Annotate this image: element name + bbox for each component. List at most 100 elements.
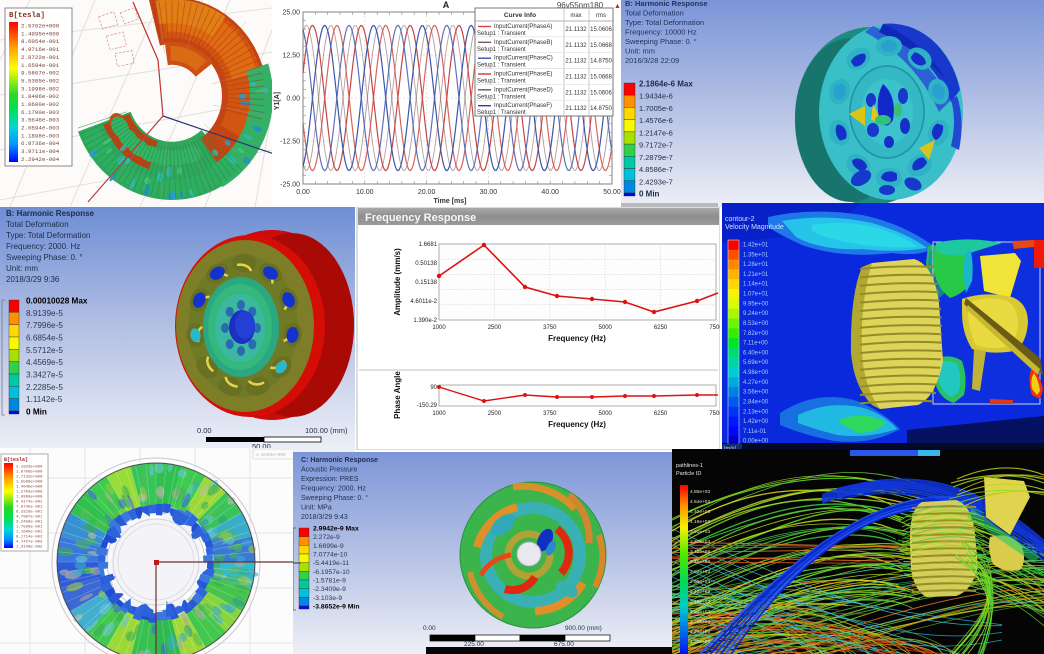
svg-text:1.94e+03: 1.94e+03 (690, 609, 710, 615)
svg-text:0 Min: 0 Min (26, 408, 47, 417)
svg-text:0.50138: 0.50138 (415, 261, 437, 267)
svg-text:Frequency (Hz): Frequency (Hz) (548, 420, 606, 429)
svg-text:InputCurrent(PhaseF): InputCurrent(PhaseF) (494, 103, 552, 109)
svg-text:Setup1 : Transient: Setup1 : Transient (477, 94, 526, 100)
svg-text:0.15138: 0.15138 (415, 280, 437, 286)
svg-text:14.8750: 14.8750 (590, 59, 612, 65)
svg-text:15.0606: 15.0606 (590, 27, 612, 33)
svg-text:Acoustic Pressure: Acoustic Pressure (301, 467, 358, 474)
svg-text:4.64e+03: 4.64e+03 (690, 499, 710, 505)
svg-text:3.5646e-003: 3.5646e-003 (21, 117, 60, 124)
svg-text:2.4293e-7: 2.4293e-7 (639, 177, 673, 186)
svg-text:0.00: 0.00 (197, 426, 212, 435)
svg-text:4.27e+00: 4.27e+00 (743, 380, 769, 386)
svg-text:Unit: mm: Unit: mm (6, 264, 38, 273)
svg-text:1.1600e-001: 1.1600e-001 (16, 531, 43, 535)
svg-text:5000: 5000 (599, 411, 613, 417)
svg-text:0.00010028 Max: 0.00010028 Max (26, 297, 88, 306)
svg-text:0 Min: 0 Min (639, 190, 660, 199)
svg-text:25.00: 25.00 (282, 10, 300, 17)
svg-text:2.2942e-004: 2.2942e-004 (21, 156, 60, 163)
svg-text:B: Harmonic Response: B: Harmonic Response (625, 0, 708, 8)
svg-text:7.7996e-5: 7.7996e-5 (26, 321, 63, 330)
svg-text:100.00 (mm): 100.00 (mm) (305, 426, 348, 435)
svg-text:▲: ▲ (614, 3, 621, 10)
svg-text:1.2703e+000: 1.2703e+000 (16, 491, 43, 495)
svg-text:B: Harmonic Response: B: Harmonic Response (6, 209, 95, 218)
svg-text:1.35e+01: 1.35e+01 (743, 252, 769, 258)
svg-text:9.7172e-7: 9.7172e-7 (639, 141, 673, 150)
svg-text:1000: 1000 (432, 325, 446, 331)
svg-text:90: 90 (430, 385, 437, 391)
svg-text:1.14e+01: 1.14e+01 (743, 282, 769, 288)
svg-text:1.4995e+000: 1.4995e+000 (21, 30, 60, 37)
svg-text:InputCurrent(PhaseE): InputCurrent(PhaseE) (494, 72, 552, 78)
svg-text:3750: 3750 (543, 325, 557, 331)
svg-text:30.00: 30.00 (480, 189, 498, 196)
svg-text:7500: 7500 (709, 411, 720, 417)
svg-text:9.5867e-002: 9.5867e-002 (21, 70, 60, 77)
svg-text:B[tesla]: B[tesla] (4, 457, 28, 463)
svg-text:2018/3/29 9:43: 2018/3/29 9:43 (301, 514, 348, 521)
svg-text:Type: Total Deformation: Type: Total Deformation (6, 231, 90, 240)
svg-text:12.50: 12.50 (282, 53, 300, 60)
svg-text:9.24e+00: 9.24e+00 (743, 311, 769, 317)
svg-text:0.00: 0.00 (423, 625, 436, 632)
svg-text:8.9139e-5: 8.9139e-5 (26, 309, 63, 318)
svg-text:1.5589e+000: 1.5589e+000 (16, 481, 43, 485)
svg-text:5.69e+00: 5.69e+00 (743, 360, 769, 366)
svg-text:6250: 6250 (654, 325, 668, 331)
svg-text:Setup1 : Transient: Setup1 : Transient (477, 63, 526, 69)
svg-text:0.00e+00: 0.00e+00 (743, 439, 769, 445)
svg-text:Y1[A]: Y1[A] (274, 92, 281, 110)
svg-text:96v55nm180: 96v55nm180 (557, 1, 604, 10)
svg-text:6.3316e-001: 6.3316e-001 (16, 511, 43, 515)
svg-text:-12.50: -12.50 (280, 139, 300, 146)
svg-text:21.1132: 21.1132 (565, 75, 587, 81)
svg-text:1.2147e-6: 1.2147e-6 (639, 128, 673, 137)
svg-text:1.8486e-002: 1.8486e-002 (21, 93, 60, 100)
svg-text:2.5762e+000: 2.5762e+000 (21, 23, 60, 30)
svg-text:Type: Total Deformation: Type: Total Deformation (625, 18, 704, 27)
svg-text:7.8745e-001: 7.8745e-001 (16, 506, 43, 510)
svg-text:4.40e+03: 4.40e+03 (690, 509, 710, 515)
svg-text:4.86e+03: 4.86e+03 (690, 489, 710, 495)
svg-text:7.0774e-10: 7.0774e-10 (313, 552, 348, 559)
svg-text:1.42e+00: 1.42e+00 (743, 419, 769, 425)
svg-text:3.16e+03: 3.16e+03 (690, 559, 710, 565)
svg-text:6.40e+00: 6.40e+00 (743, 350, 769, 356)
svg-text:1.9434e-6: 1.9434e-6 (639, 92, 673, 101)
svg-text:Sweeping Phase: 0. °: Sweeping Phase: 0. ° (6, 253, 83, 262)
svg-text:1.0960e+000: 1.0960e+000 (16, 496, 43, 500)
svg-text:15.0606: 15.0606 (590, 90, 612, 96)
svg-text:2.93e+03: 2.93e+03 (690, 569, 710, 575)
svg-text:1.4576e-6: 1.4576e-6 (639, 116, 673, 125)
svg-text:225.00: 225.00 (464, 641, 484, 648)
svg-text:15.0668: 15.0668 (590, 43, 612, 49)
svg-text:2.8722e-001: 2.8722e-001 (21, 54, 60, 61)
svg-text:9.4174e-001: 9.4174e-001 (16, 501, 43, 505)
svg-text:3.67e+03: 3.67e+03 (690, 539, 710, 545)
svg-text:21.1132: 21.1132 (565, 90, 587, 96)
svg-text:InputCurrent(PhaseB): InputCurrent(PhaseB) (494, 40, 552, 46)
svg-text:1.46e+03: 1.46e+03 (690, 629, 710, 635)
svg-text:1.7132e+000: 1.7132e+000 (16, 476, 43, 480)
svg-text:4.98e+00: 4.98e+00 (743, 370, 769, 376)
svg-text:4.7427e-002: 4.7427e-002 (16, 541, 43, 545)
svg-text:2.272e-9: 2.272e-9 (313, 534, 340, 541)
svg-text:2500: 2500 (488, 411, 502, 417)
svg-text:9.95e+00: 9.95e+00 (743, 301, 769, 307)
svg-text:Frequency: 2000. Hz: Frequency: 2000. Hz (6, 242, 80, 251)
svg-text:Curve Info: Curve Info (504, 12, 536, 19)
svg-text:Setup1 : Transient: Setup1 : Transient (477, 47, 526, 53)
svg-text:pathlines-1: pathlines-1 (676, 463, 703, 469)
svg-text:50.00: 50.00 (252, 442, 271, 451)
svg-text:4.8586e-7: 4.8586e-7 (639, 165, 673, 174)
svg-text:Amplitude (mm/s): Amplitude (mm/s) (393, 248, 402, 316)
svg-text:15.0668: 15.0668 (590, 75, 612, 81)
svg-text:-3.8652e-9 Min: -3.8652e-9 Min (313, 604, 359, 611)
svg-text:Unit: mm: Unit: mm (625, 47, 655, 56)
svg-text:4.16e+03: 4.16e+03 (690, 519, 710, 525)
svg-text:7.11e-01: 7.11e-01 (743, 429, 767, 435)
svg-text:1.6699e-9: 1.6699e-9 (313, 543, 344, 550)
